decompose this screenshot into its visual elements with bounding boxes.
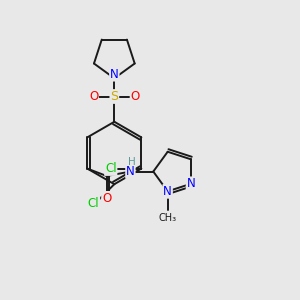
Text: CH₃: CH₃ [159, 213, 177, 223]
Text: O: O [89, 90, 98, 103]
Text: N: N [163, 185, 172, 198]
Text: O: O [102, 192, 111, 205]
Text: N: N [126, 165, 135, 178]
Text: S: S [110, 90, 118, 103]
Text: Cl: Cl [105, 162, 117, 175]
Text: N: N [110, 68, 119, 81]
Text: Cl: Cl [88, 197, 99, 210]
Text: N: N [187, 177, 195, 190]
Text: H: H [128, 157, 136, 167]
Text: O: O [130, 90, 140, 103]
